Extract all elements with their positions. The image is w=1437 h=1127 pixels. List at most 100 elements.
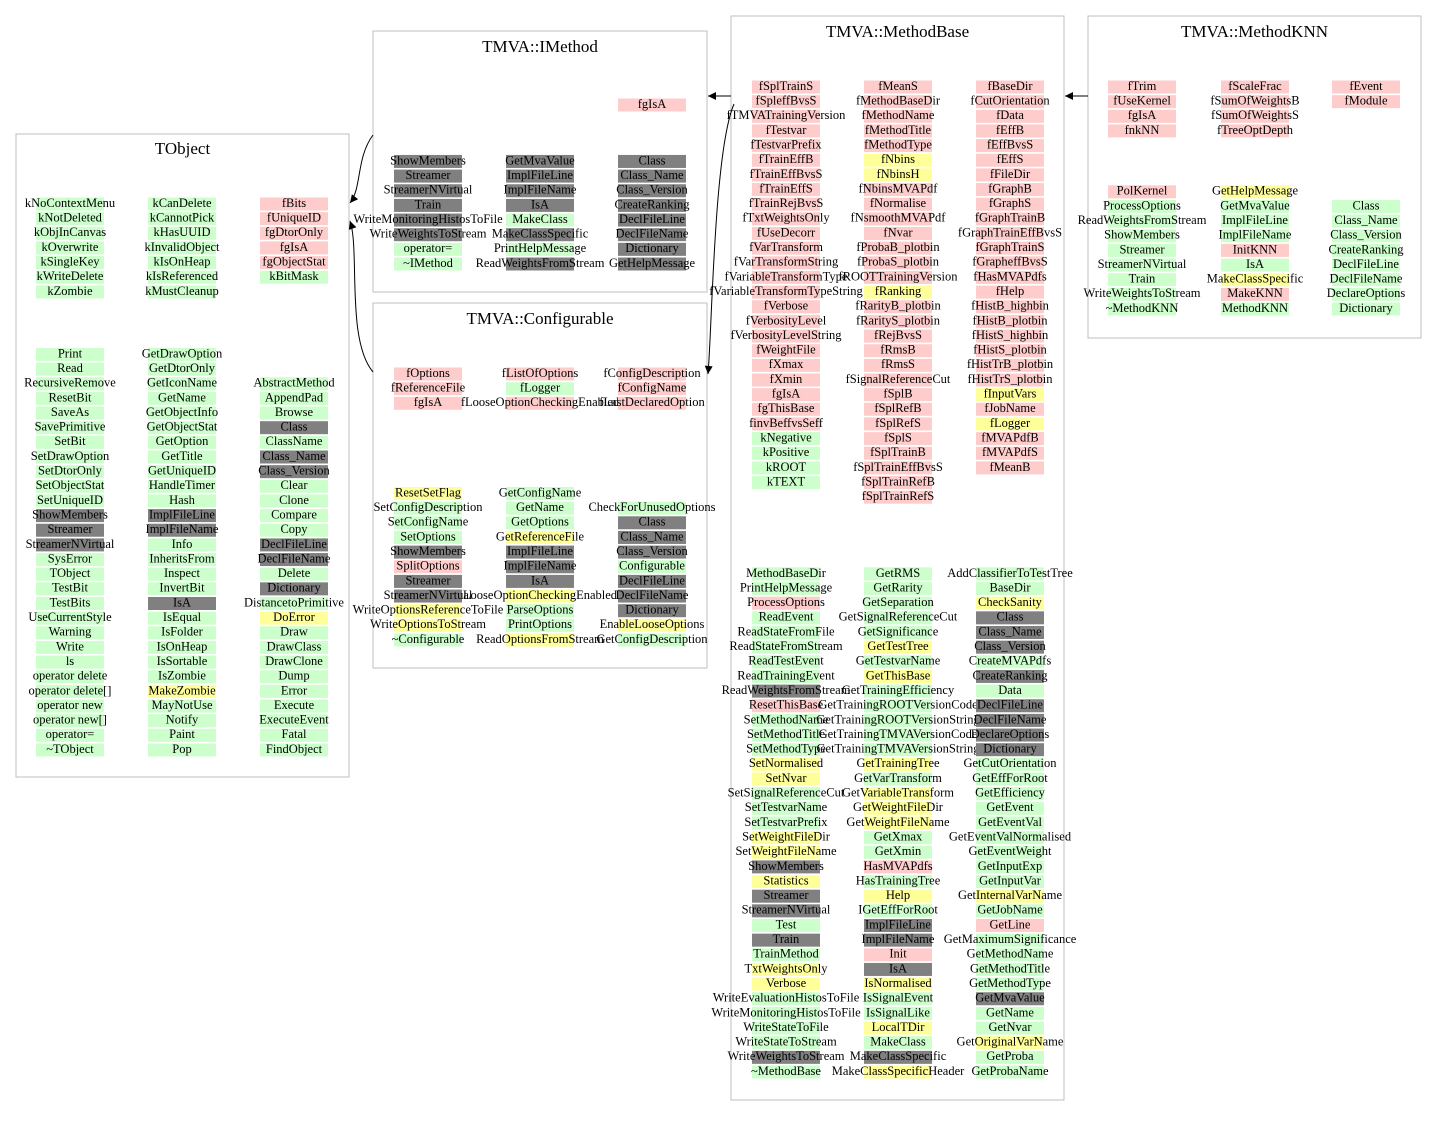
member-name: fLogger: [990, 416, 1031, 430]
member-name: fHistTrB_plotbin: [967, 357, 1054, 371]
member-background: [976, 256, 1044, 270]
member-background: [864, 919, 932, 932]
member-background: [976, 1036, 1044, 1050]
member-background: [394, 487, 462, 500]
member-background: [752, 1021, 820, 1035]
member-name: fTrim: [1128, 79, 1157, 93]
member-name: CheckSanity: [978, 595, 1043, 609]
member-background: [36, 212, 104, 226]
member-name: fNvar: [883, 225, 913, 239]
member-background: [148, 640, 216, 654]
member-name: FindObject: [266, 742, 323, 756]
member-background: [36, 728, 104, 742]
member-name: Draw: [280, 625, 308, 639]
member-name: GetSeparation: [862, 595, 934, 609]
member-background: [1108, 95, 1176, 109]
member-background: [752, 684, 820, 698]
member-name: SetDtorOnly: [38, 464, 103, 478]
member-name: TrainMethod: [753, 947, 819, 961]
member-background: [148, 670, 216, 684]
member-background: [752, 476, 820, 490]
member-name: fLastDeclaredOption: [599, 395, 705, 409]
member-background: [506, 530, 574, 544]
member-name: GetEventVal: [978, 815, 1042, 829]
member-background: [148, 406, 216, 420]
member-name: GetTrainingROOTVersionString: [816, 712, 980, 726]
member-background: [864, 713, 932, 727]
member-background: [752, 992, 820, 1006]
member-background: [864, 446, 932, 460]
member-background: [148, 241, 216, 255]
member-background: [260, 655, 328, 669]
member-name: ReadEvent: [759, 610, 814, 624]
member-name: ReadTestEvent: [748, 654, 824, 668]
member-name: fMeanB: [990, 460, 1031, 474]
member-background: [864, 801, 932, 815]
member-background: [864, 640, 932, 654]
member-name: ~TObject: [46, 742, 94, 756]
member-name: fGraphTrainB: [975, 211, 1045, 225]
member-name: LocalTDir: [872, 1020, 926, 1034]
member-background: [976, 977, 1044, 991]
member-name: Clear: [280, 478, 308, 492]
member-background: [260, 406, 328, 420]
member-name: IsA: [1246, 257, 1264, 271]
member-name: fSplTrainRefS: [862, 489, 935, 503]
member-name: DeclFileName: [616, 588, 689, 602]
member-background: [752, 373, 820, 387]
member-name: GetName: [158, 390, 206, 404]
member-background: [618, 228, 686, 242]
member-name: Class: [638, 515, 665, 529]
member-background: [36, 714, 104, 728]
member-background: [506, 545, 574, 559]
member-background: [752, 417, 820, 431]
member-background: [618, 169, 686, 183]
member-name: fHelp: [996, 284, 1024, 298]
member-background: [864, 153, 932, 167]
member-background: [752, 962, 820, 976]
member-background: [148, 655, 216, 669]
member-background: [864, 300, 932, 314]
member-background: [864, 344, 932, 358]
member-background: [506, 169, 574, 183]
member-name: fTestvar: [766, 123, 808, 137]
member-name: GetHelpMessage: [1212, 184, 1299, 198]
member-name: Init: [889, 947, 907, 961]
member-background: [506, 242, 574, 256]
member-name: kMustCleanup: [145, 284, 219, 298]
member-name: Class_Version: [616, 544, 688, 558]
member-background: [864, 596, 932, 610]
member-background: [36, 377, 104, 391]
member-name: ResetBit: [48, 390, 92, 404]
member-background: [976, 933, 1044, 947]
member-background: [752, 139, 820, 153]
member-name: DeclareOptions: [1327, 286, 1406, 300]
member-background: [752, 816, 820, 830]
member-name: GetJobName: [977, 903, 1043, 917]
member-name: kInvalidObject: [145, 240, 221, 254]
member-name: SetWeightFileName: [735, 844, 837, 858]
member-background: [618, 589, 686, 603]
member-background: [976, 241, 1044, 255]
member-background: [1108, 243, 1176, 257]
member-name: ClassName: [266, 434, 323, 448]
member-background: [1332, 214, 1400, 228]
member-background: [976, 402, 1044, 416]
member-background: [148, 347, 216, 361]
member-background: [976, 875, 1044, 889]
member-background: [976, 992, 1044, 1006]
member-name: IsA: [531, 573, 549, 587]
member-name: fSpleffBvsS: [756, 94, 817, 108]
member-name: AppendPad: [265, 390, 324, 404]
member-background: [36, 406, 104, 420]
member-name: fOptions: [406, 366, 450, 380]
member-background: [618, 618, 686, 632]
member-name: MakeClassSpecific: [1207, 272, 1304, 286]
member-name: fgIsA: [638, 97, 666, 111]
member-background: [864, 875, 932, 889]
class-node: TMVA::MethodBasefSplTrainSfSpleffBvsSfTM…: [709, 15, 1077, 1101]
member-background: [1332, 199, 1400, 213]
member-name: kNegative: [760, 430, 812, 444]
member-name: StreamerNVirtual: [384, 588, 473, 602]
member-background: [1221, 109, 1289, 123]
